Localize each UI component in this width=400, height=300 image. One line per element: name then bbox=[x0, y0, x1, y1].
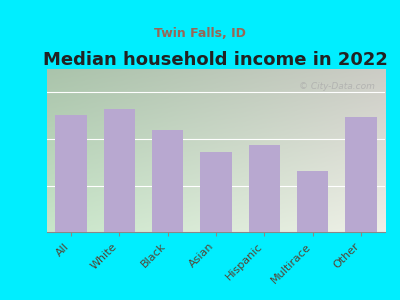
Bar bbox=[297, 171, 328, 232]
Text: Twin Falls, ID: Twin Falls, ID bbox=[154, 27, 246, 40]
Bar bbox=[55, 115, 87, 232]
Bar bbox=[200, 152, 232, 232]
Text: © City-Data.com: © City-Data.com bbox=[299, 82, 375, 91]
Bar bbox=[104, 109, 135, 232]
Title: Median household income in 2022: Median household income in 2022 bbox=[44, 51, 388, 69]
Bar bbox=[152, 130, 183, 232]
Bar bbox=[248, 145, 280, 232]
Bar bbox=[345, 117, 376, 232]
